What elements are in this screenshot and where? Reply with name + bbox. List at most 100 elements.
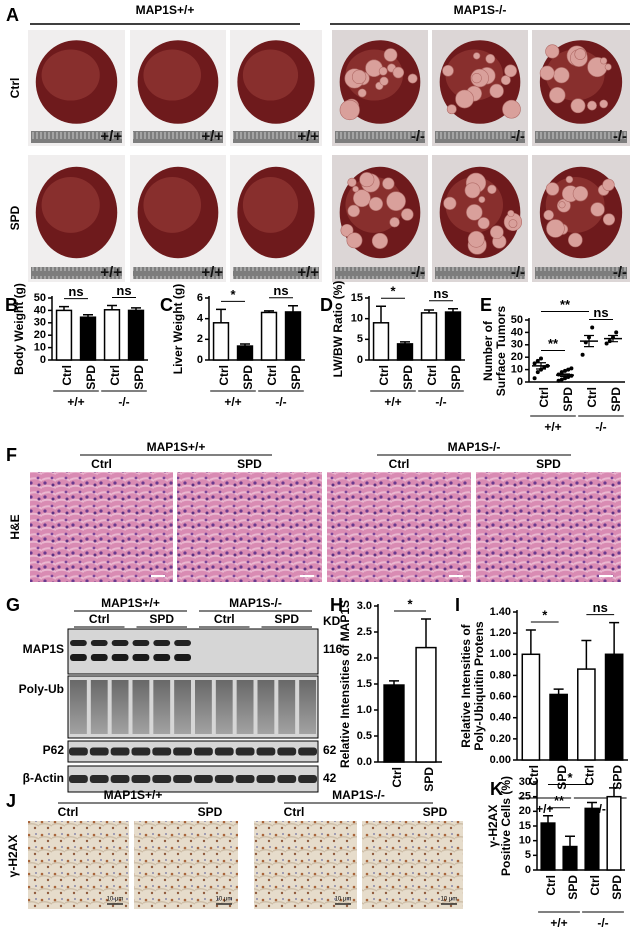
y-axis-label: LW/BW Ratio (%) (331, 281, 345, 378)
tumor-nodule (407, 73, 418, 84)
tumor-nodule (353, 189, 371, 208)
tumor-nodule (455, 89, 474, 109)
error-bar (448, 307, 458, 313)
error-bar (131, 307, 141, 311)
tumor-nodule (502, 99, 521, 119)
band (194, 747, 213, 756)
histology-image (476, 472, 621, 582)
band (111, 640, 129, 646)
ruler (31, 131, 122, 143)
data-point (556, 378, 561, 383)
significance-label: * (407, 596, 413, 611)
group-label: MAP1S+/+ (147, 440, 206, 454)
row-label: γ-H2AX (6, 835, 20, 878)
error-bar (107, 304, 117, 310)
x-tick-label: SPD (610, 875, 624, 900)
tumor-nodule (504, 64, 517, 78)
scale-bar-label: 10 μm (441, 897, 458, 903)
significance-label: * (230, 287, 236, 302)
blot (67, 628, 319, 675)
group-label: +/+ (550, 916, 567, 930)
liver-highlight (545, 176, 605, 233)
y-tick-label: 0.60 (490, 690, 511, 702)
column-label: SPD (149, 612, 174, 626)
band (235, 775, 255, 783)
group-label: +/+ (544, 420, 561, 434)
band (69, 775, 88, 783)
group-label: -/- (118, 395, 129, 409)
tumor-nodule (477, 217, 490, 230)
row-label: P62 (43, 743, 65, 757)
tumor-nodule (466, 204, 483, 221)
panel-label: H (330, 595, 343, 615)
smear (299, 680, 316, 734)
significance-label: ** (560, 297, 571, 312)
y-tick-label: 30 (511, 339, 523, 351)
band (277, 747, 297, 756)
tumor-nodule (545, 182, 560, 196)
y-tick-label: 2 (197, 333, 203, 345)
y-tick-label: 0 (40, 354, 46, 366)
band (298, 775, 317, 783)
column-label: SPD (274, 612, 299, 626)
ruler (535, 131, 627, 143)
genotype-label: +/+ (297, 128, 319, 145)
bar (606, 795, 622, 871)
error-bar (536, 362, 546, 370)
error-bar (288, 305, 298, 312)
tumor-nodule (401, 208, 414, 221)
x-tick-label: Ctrl (537, 387, 551, 408)
band (111, 654, 129, 661)
column-label: Ctrl (389, 457, 410, 471)
y-tick-label: 25 (519, 791, 531, 803)
ruler (133, 267, 223, 279)
tumor-nodule (392, 66, 405, 79)
band (173, 775, 192, 783)
tumor-nodule (382, 177, 395, 190)
x-tick-label: SPD (561, 387, 575, 412)
y-tick-label: 1.40 (490, 606, 511, 618)
bar (212, 322, 230, 361)
error-bar (400, 341, 410, 344)
tumor-nodule (599, 99, 609, 109)
bar (415, 646, 437, 763)
band (89, 775, 109, 783)
y-tick-label: 0.20 (490, 733, 511, 745)
genotype-label: -/- (613, 264, 627, 281)
group-label: MAP1S+/+ (104, 788, 163, 802)
y-axis-label: Liver Weight (g) (171, 284, 185, 374)
panel-label: K (490, 779, 503, 799)
tumor-nodule (352, 185, 359, 193)
group-label: +/+ (224, 395, 241, 409)
band (174, 654, 191, 661)
bar (562, 845, 578, 871)
genotype-label: -/- (511, 128, 525, 145)
bar (383, 684, 405, 763)
band (214, 775, 234, 783)
error-bar (587, 801, 597, 809)
x-tick-label: SPD (566, 875, 580, 900)
tumor-nodule (600, 57, 608, 65)
smear (111, 680, 129, 734)
significance-label: * (567, 770, 573, 785)
tumor-nodule (568, 232, 583, 248)
y-tick-label: 0 (525, 864, 531, 876)
ruler (31, 267, 122, 279)
y-tick-label: 2.5 (357, 626, 372, 638)
y-tick-label: 1.5 (357, 678, 372, 690)
band (256, 747, 276, 756)
error-bar (525, 629, 536, 655)
significance-label: ns (273, 283, 288, 298)
tumor-nodule (442, 64, 454, 77)
tumor-nodule (467, 230, 485, 248)
genotype-label: -/- (613, 128, 627, 145)
genotype-label: +/+ (201, 128, 223, 145)
bar (372, 322, 390, 361)
tumor-nodule (570, 98, 586, 114)
group-label: MAP1S+/+ (101, 596, 160, 610)
smear (257, 680, 275, 734)
y-axis-label: Poly-Ubiquitin Protens (472, 621, 486, 751)
bar (284, 311, 302, 361)
error-bar (216, 308, 226, 323)
tumor-nodule (602, 178, 615, 192)
